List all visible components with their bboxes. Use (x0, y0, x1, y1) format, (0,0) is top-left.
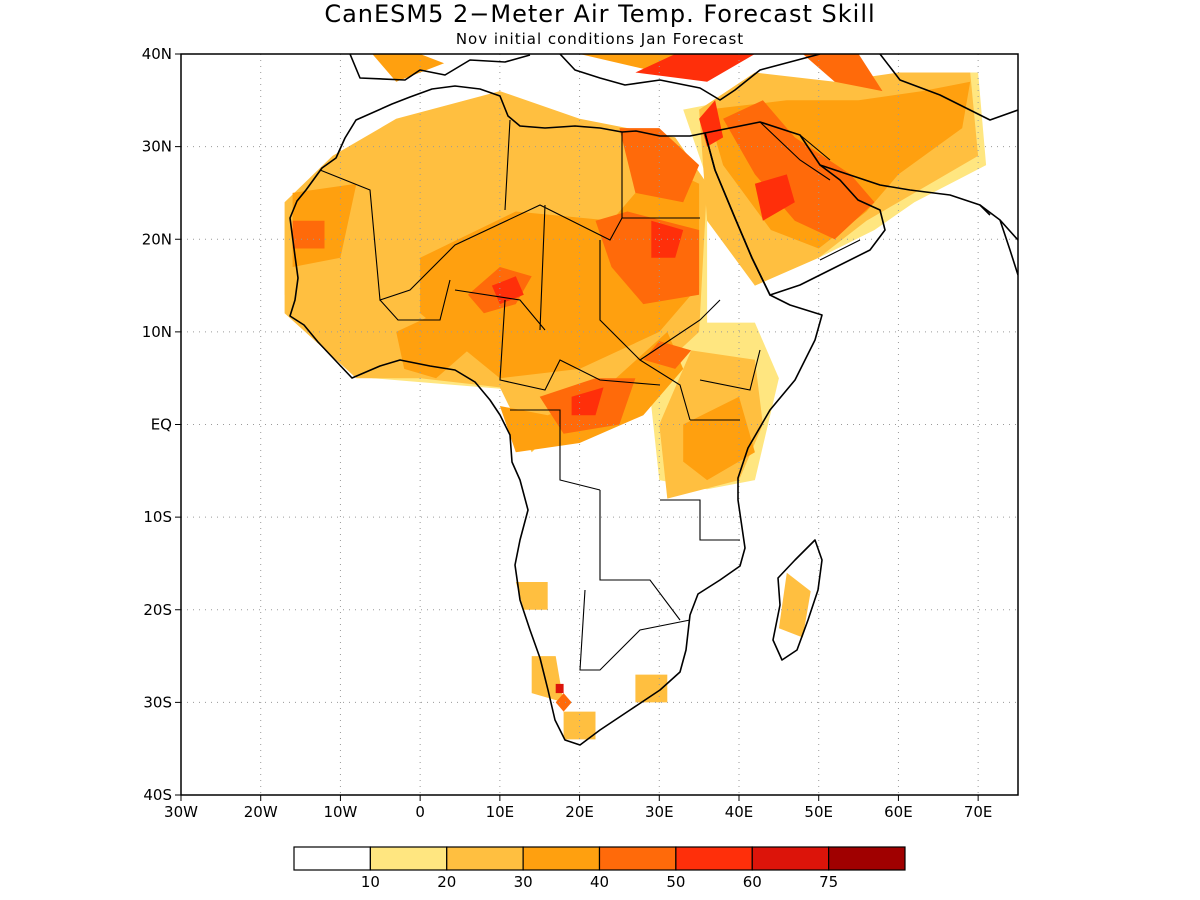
lon-tick-label: 0 (415, 803, 425, 821)
colorbar-label: 10 (361, 873, 380, 891)
lon-tick-label: 20W (244, 803, 278, 821)
skill-region-level-2 (531, 656, 564, 703)
lon-tick-label: 50E (804, 803, 833, 821)
colorbar-label: 30 (514, 873, 533, 891)
chart-subtitle: Nov initial conditions Jan Forecast (456, 30, 744, 48)
colorbar-swatch (446, 846, 524, 871)
lon-tick-label: 10W (323, 803, 357, 821)
lat-tick-label: 10N (142, 323, 172, 341)
europe-coastline (349, 54, 821, 101)
lat-tick-label: 40N (142, 45, 172, 63)
colorbar-swatch (751, 846, 830, 871)
skill-region-level-5 (754, 174, 795, 221)
colorbar-label: 40 (590, 873, 609, 891)
colorbar: 10 20 30 40 50 60 75 (293, 846, 906, 891)
colorbar-swatch (675, 846, 753, 871)
latitude-tick-labels: 40N 30N 20N 10N EQ 10S 20S 30S 40S (142, 45, 181, 804)
skill-region-level-2 (515, 582, 548, 610)
lon-tick-label: 10E (486, 803, 515, 821)
skill-region-level-2 (778, 572, 811, 638)
skill-region-level-3 (683, 396, 755, 481)
country-borders (319, 119, 861, 671)
arabia-coastline (704, 121, 886, 296)
colorbar-swatch (522, 846, 601, 871)
lon-tick-label: 20E (565, 803, 594, 821)
colorbar-swatch (598, 846, 677, 871)
skill-region-level-5 (635, 54, 755, 82)
lat-tick-label: 10S (143, 508, 172, 526)
skill-region-level-3 (396, 313, 468, 379)
skill-region-level-3 (499, 331, 684, 453)
lon-tick-label: 60E (884, 803, 913, 821)
lon-tick-label: 70E (964, 803, 993, 821)
colorbar-label: 50 (666, 873, 685, 891)
colorbar-swatch (293, 846, 371, 871)
colorbar-swatch (369, 846, 448, 871)
colorbar-swatch (828, 846, 906, 871)
lat-tick-label: 20N (142, 230, 172, 248)
lat-tick-label: 40S (143, 786, 172, 804)
skill-region-level-2 (563, 711, 596, 740)
skill-region-level-3 (372, 54, 445, 82)
chart-title: CanESM5 2−Meter Air Temp. Forecast Skill (324, 0, 875, 28)
longitude-tick-labels: 30W 20W 10W 0 10E 20E 30E 40E 50E 60E 70E (164, 795, 992, 821)
lon-tick-label: 30E (645, 803, 674, 821)
coastlines-layer (289, 54, 1018, 746)
lat-tick-label: 30S (143, 693, 172, 711)
lat-tick-label: 20S (143, 601, 172, 619)
colorbar-label: 20 (437, 873, 456, 891)
skill-region-level-4 (643, 341, 692, 369)
skill-region-level-4 (292, 220, 325, 249)
colorbar-label: 60 (743, 873, 762, 891)
skill-region-level-2 (635, 674, 668, 703)
lat-tick-label: EQ (151, 416, 172, 434)
madagascar-coastline (772, 539, 823, 661)
lat-tick-label: 30N (142, 138, 172, 156)
skill-region-level-4 (555, 693, 572, 712)
lon-tick-label: 30W (164, 803, 198, 821)
skill-region-level-4 (723, 100, 875, 240)
colorbar-label: 75 (819, 873, 838, 891)
skill-region-level-6 (555, 683, 564, 694)
iran-coastline (819, 54, 1018, 241)
skill-shading-layer (284, 54, 987, 740)
skill-region-level-4 (802, 54, 883, 92)
africa-coastline (289, 85, 823, 746)
india-coastline (979, 204, 1018, 276)
lon-tick-label: 40E (725, 803, 754, 821)
